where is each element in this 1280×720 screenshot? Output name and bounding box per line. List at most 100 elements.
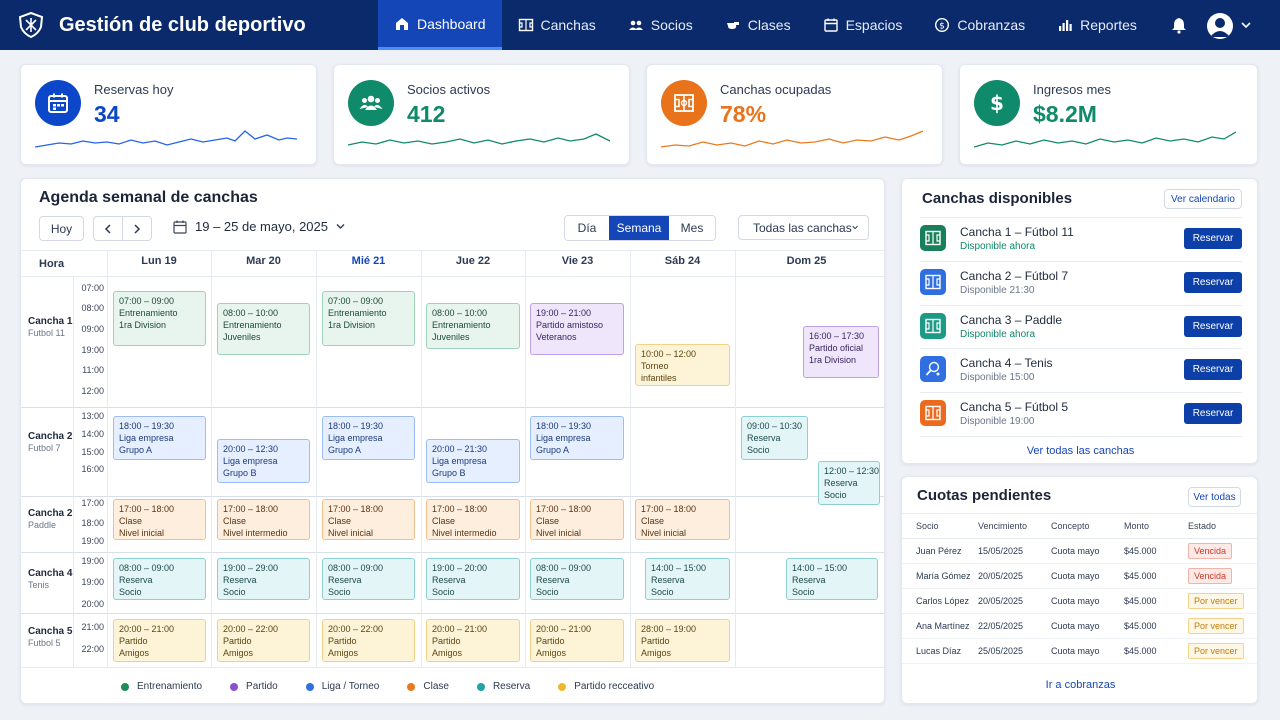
- calendar-event[interactable]: 20:00 – 21:00 Partido Amigos: [426, 619, 520, 662]
- calendar-event[interactable]: 19:00 – 29:00 Reserva Socio: [217, 558, 310, 600]
- court-icon-bg: [920, 400, 946, 426]
- event-subtitle: Grupo B: [432, 468, 466, 478]
- calendar-event[interactable]: 17:00 – 18:00 Clase Nivel inicial: [322, 499, 415, 540]
- table-row[interactable]: Ana Martínez 22/05/2025 Cuota mayo $45.0…: [902, 613, 1257, 639]
- calendar-event[interactable]: 17:00 – 18:00 Clase Nivel inicial: [530, 499, 624, 540]
- table-row[interactable]: María Gómez 20/05/2025 Cuota mayo $45.00…: [902, 563, 1257, 589]
- event-time: 08:00 – 09:00: [328, 563, 384, 573]
- calendar-event[interactable]: 12:00 – 12:30 Reserva Socio: [818, 461, 880, 505]
- club-logo-icon[interactable]: [18, 12, 44, 38]
- calendar-event[interactable]: 17:00 – 18:00 Clase Nivel inicial: [635, 499, 730, 540]
- calendar-event[interactable]: 16:00 – 17:30 Partido oficial 1ra Division: [803, 326, 879, 378]
- calendar-event[interactable]: 20:00 – 22:00 Partido Amigos: [217, 619, 310, 662]
- calendar-event[interactable]: 20:00 – 21:00 Partido Amigos: [530, 619, 624, 662]
- calendar-event[interactable]: 09:00 – 10:30 Reserva Socio: [741, 416, 808, 460]
- reserve-button[interactable]: Reservar: [1184, 272, 1242, 293]
- grid-line: [107, 250, 108, 667]
- view-calendar-button[interactable]: Ver calendario: [1164, 189, 1242, 209]
- table-row[interactable]: Juan Pérez 15/05/2025 Cuota mayo $45.000…: [902, 538, 1257, 564]
- next-week-button[interactable]: [122, 216, 152, 241]
- bar-chart-icon: [1059, 20, 1072, 31]
- all-courts-link[interactable]: Ver todas las canchas: [1026, 445, 1135, 457]
- nav-cobranzas[interactable]: $ Cobranzas: [918, 0, 1041, 50]
- avatar[interactable]: [1207, 13, 1233, 39]
- calendar-event[interactable]: 28:00 – 19:00 Partido Amigos: [635, 619, 730, 662]
- calendar-event[interactable]: 19:00 – 21:00 Partido amistoso Veteranos: [530, 303, 624, 355]
- view-week[interactable]: Semana: [609, 216, 669, 240]
- calendar-event[interactable]: 08:00 – 10:00 Entrenamiento Juveniles: [426, 303, 520, 349]
- nav-reportes[interactable]: Reportes: [1041, 0, 1153, 50]
- calendar-event[interactable]: 17:00 – 18:00 Clase Nivel inicial: [113, 499, 206, 540]
- calendar-event[interactable]: 08:00 – 09:00 Reserva Socio: [113, 558, 206, 600]
- table-row[interactable]: Lucas Díaz 25/05/2025 Cuota mayo $45.000…: [902, 638, 1257, 664]
- calendar-event[interactable]: 14:00 – 15:00 Reserva Socio: [645, 558, 730, 600]
- court-filter-select[interactable]: Todas las canchas: [738, 215, 869, 240]
- sparkline: [348, 133, 610, 146]
- nav-espacios[interactable]: Espacios: [807, 0, 919, 50]
- cell-socio: Juan Pérez: [902, 538, 978, 564]
- today-button[interactable]: Hoy: [39, 216, 84, 241]
- event-title: Liga empresa: [432, 456, 487, 466]
- event-title: Partido oficial: [809, 343, 864, 353]
- calendar-event[interactable]: 08:00 – 09:00 Reserva Socio: [322, 558, 415, 600]
- reserve-button[interactable]: Reservar: [1184, 359, 1242, 380]
- nav-socios[interactable]: Socios: [612, 0, 709, 50]
- view-all-fees-button[interactable]: Ver todas: [1188, 487, 1241, 507]
- cell-vencimiento: 25/05/2025: [978, 638, 1051, 664]
- nav-label: Reportes: [1080, 17, 1137, 33]
- view-month[interactable]: Mes: [669, 216, 715, 240]
- event-subtitle: Nivel inicial: [328, 528, 374, 538]
- reserve-button[interactable]: Reservar: [1184, 403, 1242, 424]
- time-label: 19:00: [81, 577, 104, 587]
- view-day[interactable]: Día: [565, 216, 609, 240]
- reserve-button[interactable]: Reservar: [1184, 316, 1242, 337]
- reserve-button[interactable]: Reservar: [1184, 228, 1242, 249]
- time-label: 19:00: [81, 556, 104, 566]
- available-title: Canchas disponibles: [922, 190, 1073, 207]
- calendar-event[interactable]: 18:00 – 19:30 Liga empresa Grupo A: [322, 416, 415, 460]
- grid-line: [211, 250, 212, 667]
- court-name: Cancha 4: [28, 568, 73, 579]
- calendar-event[interactable]: 20:00 – 21:00 Partido Amigos: [113, 619, 206, 662]
- calendar-event[interactable]: 14:00 – 15:00 Reserva Socio: [786, 558, 878, 600]
- table-row[interactable]: Carlos López 20/05/2025 Cuota mayo $45.0…: [902, 588, 1257, 614]
- calendar-event[interactable]: 17:00 – 18:00 Clase Nivel intermedio: [426, 499, 520, 540]
- calendar-event[interactable]: 07:00 – 09:00 Entrenamiento 1ra Division: [113, 291, 206, 346]
- nav-dashboard[interactable]: Dashboard: [378, 0, 502, 50]
- day-header: Mar 20: [246, 255, 281, 267]
- calendar-event[interactable]: 20:00 – 21:30 Liga empresa Grupo B: [426, 439, 520, 483]
- time-label: 12:00: [81, 386, 104, 396]
- agenda-title: Agenda semanal de canchas: [39, 189, 258, 206]
- event-title: Liga empresa: [119, 433, 174, 443]
- bell-icon[interactable]: [1170, 16, 1188, 34]
- column-header: Vencimiento: [978, 513, 1051, 539]
- go-to-billing-link[interactable]: Ir a cobranzas: [1045, 679, 1116, 691]
- calendar-icon: [173, 220, 187, 234]
- cell-estado: Vencida: [1188, 563, 1257, 589]
- event-title: Entrenamiento: [119, 308, 178, 318]
- court-status: Disponible 15:00: [960, 372, 1035, 383]
- cell-vencimiento: 22/05/2025: [978, 613, 1051, 639]
- table-header-row: Socio Vencimiento Concepto Monto Estado: [902, 513, 1257, 539]
- calendar-event[interactable]: 20:00 – 12:30 Liga empresa Grupo B: [217, 439, 310, 483]
- calendar-event[interactable]: 17:00 – 18:00 Clase Nivel intermedio: [217, 499, 310, 540]
- event-subtitle: Nivel inicial: [119, 528, 165, 538]
- time-label: 19:00: [81, 345, 104, 355]
- calendar-event[interactable]: 19:00 – 20:00 Reserva Socio: [426, 558, 520, 600]
- calendar-event[interactable]: 18:00 – 19:30 Liga empresa Grupo A: [530, 416, 624, 460]
- nav-clases[interactable]: Clases: [709, 0, 807, 50]
- calendar-event[interactable]: 08:00 – 09:00 Reserva Socio: [530, 558, 624, 600]
- event-title: Reserva: [432, 575, 466, 585]
- court-icon-bg: [920, 225, 946, 251]
- event-time: 20:00 – 12:30: [223, 444, 279, 454]
- calendar-event[interactable]: 20:00 – 22:00 Partido Amigos: [322, 619, 415, 662]
- prev-week-button[interactable]: [93, 216, 123, 241]
- calendar-event[interactable]: 18:00 – 19:30 Liga empresa Grupo A: [113, 416, 206, 460]
- nav-canchas[interactable]: Canchas: [502, 0, 612, 50]
- chevron-down-icon[interactable]: [1241, 21, 1251, 29]
- calendar-event[interactable]: 07:00 – 09:00 Entrenamiento 1ra Division: [322, 291, 415, 346]
- calendar-event[interactable]: 10:00 – 12:00 Torneo infantiles: [635, 344, 730, 386]
- calendar-event[interactable]: 08:00 – 10:00 Entrenamiento Juveniles: [217, 303, 310, 355]
- main-nav: Dashboard Canchas Socios Clases Espacios…: [378, 0, 1153, 50]
- date-range-picker[interactable]: 19 – 25 de mayo, 2025: [173, 219, 345, 234]
